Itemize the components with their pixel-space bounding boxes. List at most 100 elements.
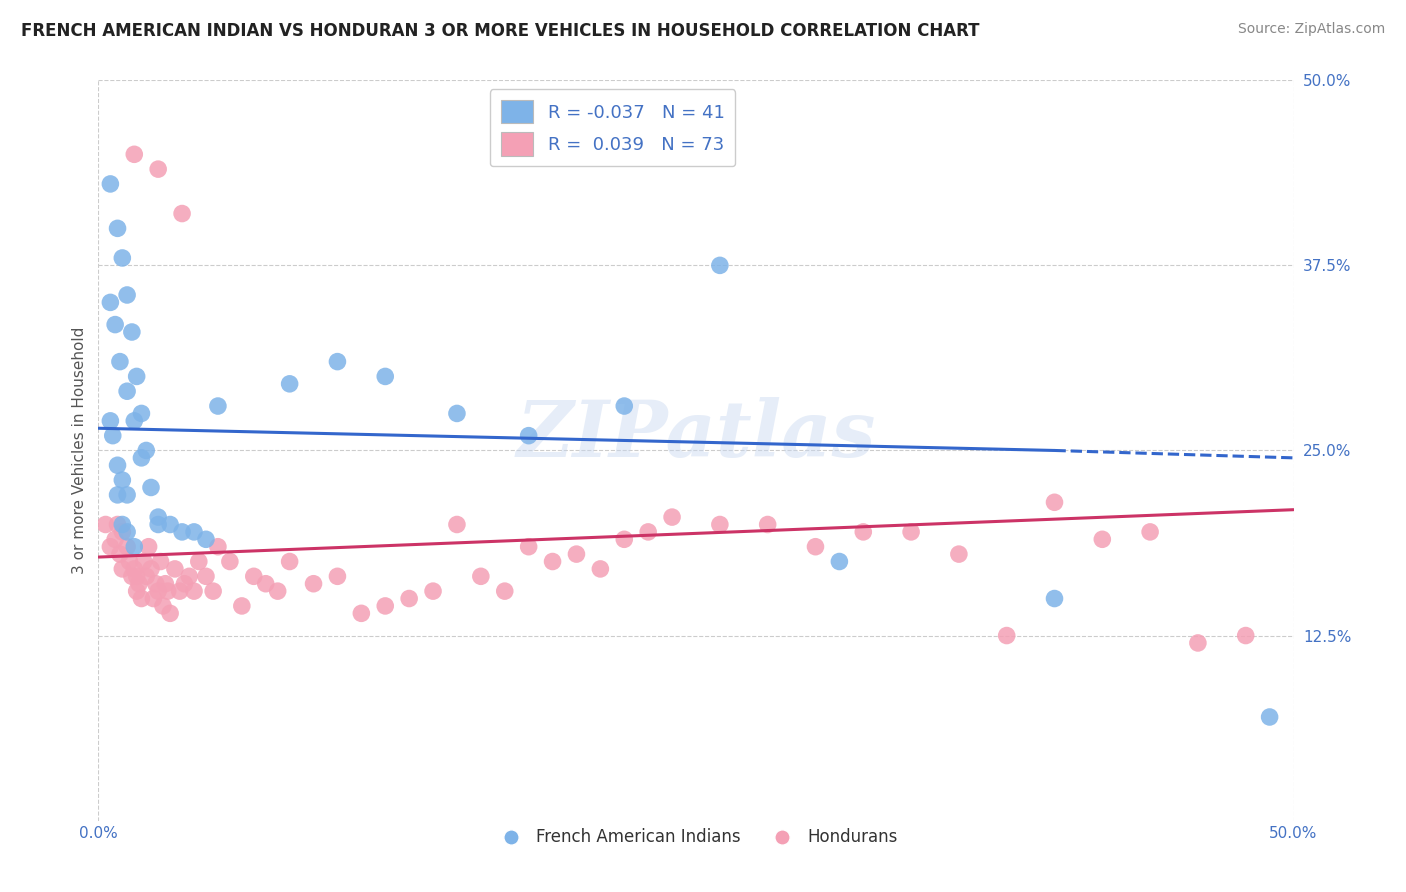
- Point: [111, 251, 134, 265]
- Point: [145, 576, 167, 591]
- Point: [900, 524, 922, 539]
- Point: [326, 354, 349, 368]
- Legend: French American Indians, Hondurans: French American Indians, Hondurans: [488, 822, 904, 853]
- Point: [494, 584, 516, 599]
- Point: [613, 399, 636, 413]
- Point: [202, 584, 225, 599]
- Point: [111, 562, 134, 576]
- Point: [172, 206, 194, 220]
- Point: [1258, 710, 1281, 724]
- Point: [125, 584, 148, 599]
- Point: [139, 480, 162, 494]
- Point: [169, 584, 191, 599]
- Point: [111, 517, 134, 532]
- Point: [104, 318, 127, 332]
- Point: [125, 569, 148, 583]
- Point: [148, 584, 170, 599]
- Point: [131, 407, 153, 421]
- Point: [243, 569, 266, 583]
- Point: [1091, 533, 1114, 547]
- Point: [156, 584, 179, 599]
- Point: [446, 407, 468, 421]
- Point: [148, 517, 170, 532]
- Point: [124, 414, 146, 428]
- Point: [108, 354, 131, 368]
- Y-axis label: 3 or more Vehicles in Household: 3 or more Vehicles in Household: [72, 326, 87, 574]
- Point: [128, 576, 150, 591]
- Point: [278, 555, 301, 569]
- Point: [852, 524, 875, 539]
- Point: [995, 628, 1018, 642]
- Point: [709, 517, 731, 532]
- Point: [131, 450, 153, 465]
- Point: [98, 177, 122, 191]
- Point: [111, 524, 134, 539]
- Point: [302, 576, 325, 591]
- Point: [142, 591, 165, 606]
- Point: [107, 458, 129, 473]
- Point: [111, 473, 134, 487]
- Point: [565, 547, 588, 561]
- Point: [98, 414, 122, 428]
- Point: [254, 576, 277, 591]
- Point: [159, 607, 181, 621]
- Point: [148, 162, 170, 177]
- Point: [231, 599, 253, 613]
- Point: [101, 428, 124, 442]
- Point: [179, 569, 201, 583]
- Point: [132, 555, 155, 569]
- Text: Source: ZipAtlas.com: Source: ZipAtlas.com: [1237, 22, 1385, 37]
- Point: [107, 517, 129, 532]
- Point: [756, 517, 779, 532]
- Point: [115, 524, 138, 539]
- Point: [948, 547, 970, 561]
- Point: [115, 540, 138, 554]
- Point: [98, 540, 122, 554]
- Point: [374, 599, 396, 613]
- Point: [278, 376, 301, 391]
- Point: [138, 540, 160, 554]
- Point: [115, 288, 138, 302]
- Point: [125, 369, 148, 384]
- Point: [148, 510, 170, 524]
- Point: [98, 295, 122, 310]
- Point: [155, 576, 177, 591]
- Point: [107, 488, 129, 502]
- Point: [139, 562, 162, 576]
- Point: [613, 533, 636, 547]
- Point: [183, 584, 205, 599]
- Point: [374, 369, 396, 384]
- Point: [326, 569, 349, 583]
- Point: [195, 569, 218, 583]
- Text: ZIPatlas: ZIPatlas: [516, 398, 876, 474]
- Point: [135, 443, 157, 458]
- Point: [709, 259, 731, 273]
- Point: [207, 399, 229, 413]
- Point: [470, 569, 492, 583]
- Point: [446, 517, 468, 532]
- Point: [131, 591, 153, 606]
- Point: [1234, 628, 1257, 642]
- Point: [173, 576, 195, 591]
- Point: [115, 384, 138, 399]
- Point: [517, 540, 540, 554]
- Point: [661, 510, 683, 524]
- Point: [589, 562, 612, 576]
- Point: [637, 524, 659, 539]
- Point: [104, 533, 127, 547]
- Point: [149, 555, 172, 569]
- Point: [398, 591, 420, 606]
- Point: [183, 524, 205, 539]
- Point: [124, 562, 146, 576]
- Point: [422, 584, 444, 599]
- Point: [121, 325, 143, 339]
- Point: [350, 607, 373, 621]
- Text: FRENCH AMERICAN INDIAN VS HONDURAN 3 OR MORE VEHICLES IN HOUSEHOLD CORRELATION C: FRENCH AMERICAN INDIAN VS HONDURAN 3 OR …: [21, 22, 980, 40]
- Point: [541, 555, 564, 569]
- Point: [1043, 495, 1066, 509]
- Point: [804, 540, 827, 554]
- Point: [118, 555, 141, 569]
- Point: [124, 147, 146, 161]
- Point: [1043, 591, 1066, 606]
- Point: [219, 555, 242, 569]
